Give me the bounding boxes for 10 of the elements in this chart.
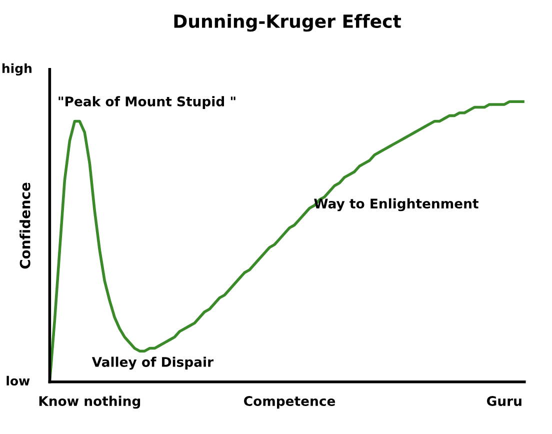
annotation: Valley of Dispair [92, 356, 214, 370]
y-axis-title: Confidence [20, 182, 30, 269]
annotation: Way to Enlightenment [314, 198, 478, 212]
x-tick-label: Know nothing [39, 396, 140, 409]
x-tick-label: Competence [244, 396, 336, 409]
text: high [2, 63, 32, 76]
text: low [6, 376, 30, 386]
annotation: "Peak of Mount Stupid " [58, 96, 236, 109]
chart-title: Dunning-Kruger Effect [174, 14, 402, 32]
x-tick-label: Guru [487, 396, 522, 406]
